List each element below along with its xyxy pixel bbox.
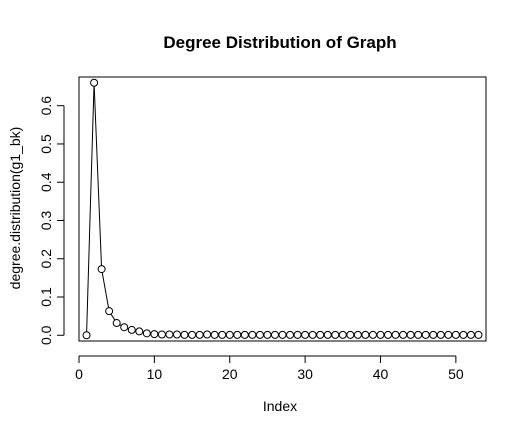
y-axis: 0.0 0.1 0.2 0.3 0.4 0.5 0.6 [38, 96, 65, 345]
data-point [248, 330, 257, 339]
y-tick-label: 0.3 [38, 211, 54, 231]
data-point [225, 330, 234, 339]
x-tick-label: 0 [75, 366, 83, 382]
data-point [263, 330, 272, 339]
y-tick-label: 0.2 [38, 249, 54, 269]
data-point [157, 330, 166, 339]
data-point [466, 330, 475, 339]
data-point [240, 330, 249, 339]
data-point [127, 325, 136, 334]
data-point [172, 330, 181, 339]
y-axis-label: degree.distribution(g1_bk) [7, 127, 23, 290]
series-line-segment [101, 272, 110, 308]
chart-title: Degree Distribution of Graph [163, 33, 396, 52]
data-point [444, 330, 453, 339]
y-tick-label: 0.5 [38, 134, 54, 154]
data-point [150, 330, 159, 339]
data-point [301, 330, 310, 339]
x-tick-label: 40 [373, 366, 389, 382]
data-point [120, 323, 129, 332]
data-point [353, 330, 362, 339]
data-point [346, 330, 355, 339]
data-point [278, 330, 287, 339]
series-line-segment [93, 86, 102, 266]
y-tick-label: 0.1 [38, 287, 54, 307]
y-tick-label: 0.6 [38, 96, 54, 116]
series-line-segment [110, 313, 116, 321]
data-point [421, 330, 430, 339]
data-point [414, 330, 423, 339]
data-point [97, 265, 106, 274]
data-point [112, 319, 121, 328]
data-point [188, 330, 197, 339]
data-point [142, 329, 151, 338]
x-tick-label: 30 [297, 366, 313, 382]
data-point [105, 307, 114, 316]
data-point [203, 330, 212, 339]
data-point [165, 330, 174, 339]
data-point [255, 330, 264, 339]
data-point [429, 330, 438, 339]
data-point [331, 330, 340, 339]
data-point [270, 330, 279, 339]
data-point [436, 330, 445, 339]
data-point [233, 330, 242, 339]
data-point [293, 330, 302, 339]
x-tick-label: 50 [448, 366, 464, 382]
data-point [406, 330, 415, 339]
data-point [391, 330, 400, 339]
data-point [180, 330, 189, 339]
plot-frame-group [78, 76, 487, 342]
series-group [82, 78, 483, 340]
data-point [316, 330, 325, 339]
x-tick-label: 20 [222, 366, 238, 382]
x-axis-label: Index [263, 398, 297, 414]
data-point [474, 330, 483, 339]
data-point [82, 331, 91, 340]
data-point [308, 330, 317, 339]
y-tick-label: 0.0 [38, 325, 54, 345]
series-line-segment [86, 86, 95, 332]
data-point [384, 330, 393, 339]
data-point [135, 327, 144, 336]
data-point [451, 330, 460, 339]
data-point [286, 330, 295, 339]
data-point [90, 78, 99, 87]
x-axis: 0 10 20 30 40 50 [75, 355, 464, 382]
data-point [323, 330, 332, 339]
data-point [218, 330, 227, 339]
data-point [361, 330, 370, 339]
plot-frame [78, 76, 487, 342]
data-point [338, 330, 347, 339]
data-point [399, 330, 408, 339]
data-point [459, 330, 468, 339]
data-point [376, 330, 385, 339]
y-tick-label: 0.4 [38, 172, 54, 192]
data-point [195, 330, 204, 339]
data-point [210, 330, 219, 339]
data-point [368, 330, 377, 339]
x-tick-label: 10 [147, 366, 163, 382]
